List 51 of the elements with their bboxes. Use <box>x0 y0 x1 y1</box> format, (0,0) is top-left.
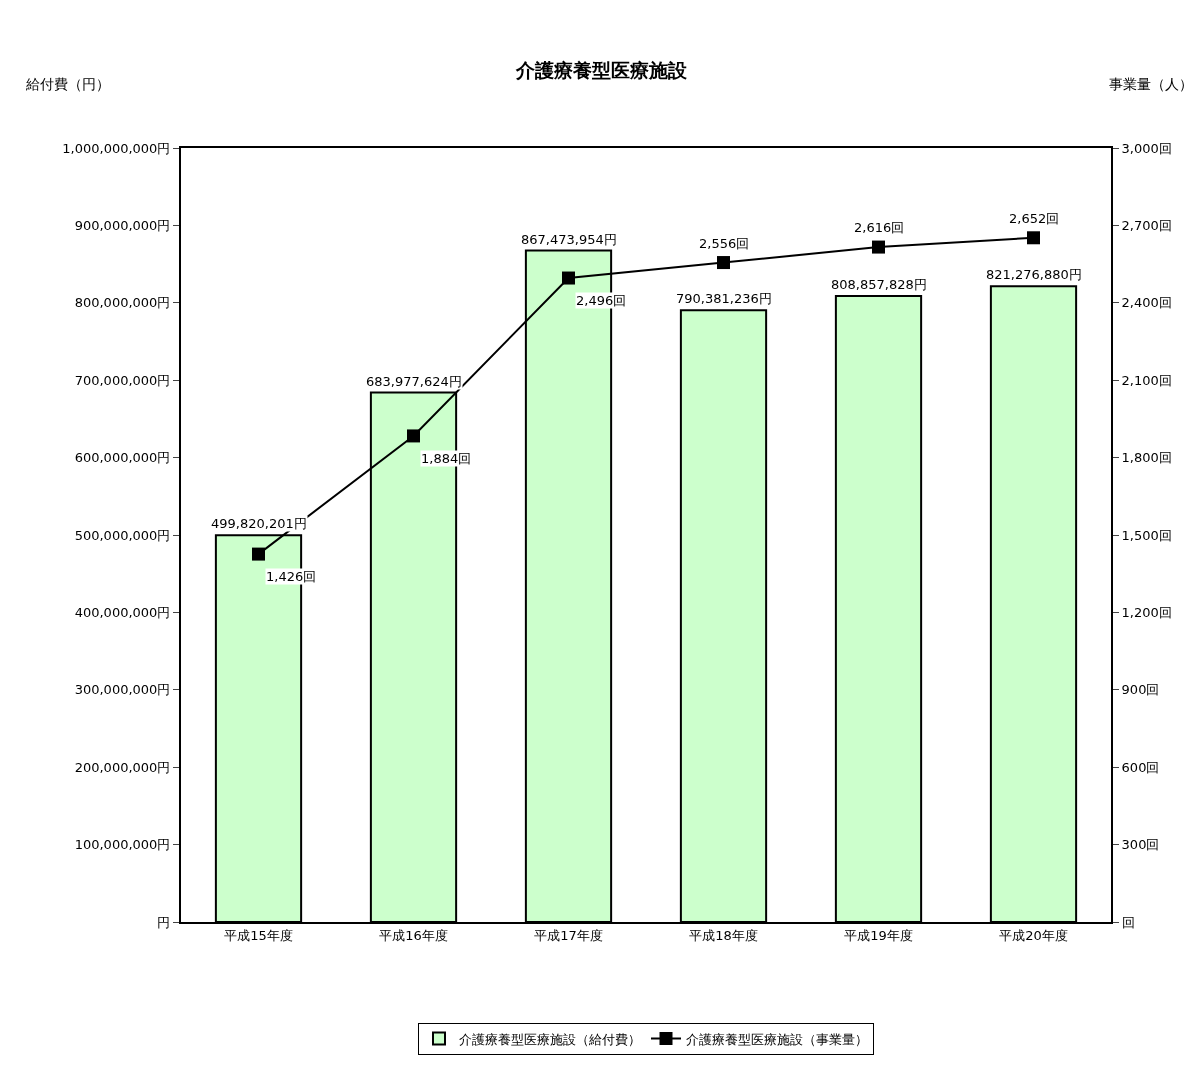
data-label: 2,652回 <box>1009 211 1060 226</box>
data-label: 683,977,624円 <box>366 374 462 389</box>
y-tick-label: 円 <box>157 914 171 930</box>
data-label: 2,496回 <box>576 293 627 308</box>
chart-title: 介護療養型医療施設 <box>515 59 688 82</box>
point <box>407 429 420 443</box>
y-tick-label: 300,000,000円 <box>74 682 171 698</box>
point <box>252 547 265 561</box>
y-tick-label: 900,000,000円 <box>74 217 171 233</box>
y2-tick-label: 1,200回 <box>1121 604 1172 620</box>
x-tick-label: 平成15年度 <box>224 927 293 943</box>
y2-tick-label: 900回 <box>1121 682 1160 698</box>
y2-tick-label: 1,500回 <box>1121 527 1172 543</box>
legend-label: 介護療養型医療施設（事業量） <box>686 1031 868 1047</box>
y2-tick-label: 回 <box>1121 914 1135 930</box>
y2-tick-label: 2,100回 <box>1121 372 1172 388</box>
y-tick-label: 200,000,000円 <box>74 759 171 775</box>
data-label: 2,556回 <box>699 236 750 251</box>
point <box>717 256 730 270</box>
y-tick-label: 100,000,000円 <box>74 837 171 853</box>
x-tick-label: 平成17年度 <box>534 927 603 943</box>
data-label: 821,276,880円 <box>986 267 1082 282</box>
point <box>562 271 575 285</box>
point <box>872 240 885 254</box>
data-label: 2,616回 <box>854 220 905 235</box>
y2-tick-label: 600回 <box>1121 759 1160 775</box>
x-tick-label: 平成18年度 <box>689 927 758 943</box>
y-tick-label: 700,000,000円 <box>74 372 171 388</box>
data-label: 867,473,954円 <box>521 232 617 247</box>
y2-tick-label: 1,800回 <box>1121 450 1172 466</box>
y2-tick-label: 2,700回 <box>1121 217 1172 233</box>
data-label: 1,884回 <box>421 451 472 466</box>
x-tick-label: 平成16年度 <box>379 927 448 943</box>
point <box>1027 231 1040 245</box>
y2-tick-label: 300回 <box>1121 837 1160 853</box>
data-label: 1,426回 <box>266 569 317 584</box>
x-tick-label: 平成19年度 <box>844 927 913 943</box>
data-label: 790,381,236円 <box>676 291 772 306</box>
y-tick-label: 600,000,000円 <box>74 450 171 466</box>
y2-tick-label: 3,000回 <box>1121 140 1172 156</box>
y-tick-label: 800,000,000円 <box>74 295 171 311</box>
data-label: 808,857,828円 <box>831 277 927 292</box>
y-tick-label: 500,000,000円 <box>74 527 171 543</box>
y-tick-label: 1,000,000,000円 <box>62 140 171 156</box>
y2-tick-label: 2,400回 <box>1121 295 1172 311</box>
x-tick-label: 平成20年度 <box>999 927 1068 943</box>
y-tick-label: 400,000,000円 <box>74 604 171 620</box>
data-label: 499,820,201円 <box>211 516 307 531</box>
y2-axis-title: 事業量（人） <box>1109 76 1193 92</box>
legend-label: 介護療養型医療施設（給付費） <box>459 1031 641 1047</box>
y-axis-title: 給付費（円） <box>25 76 110 92</box>
